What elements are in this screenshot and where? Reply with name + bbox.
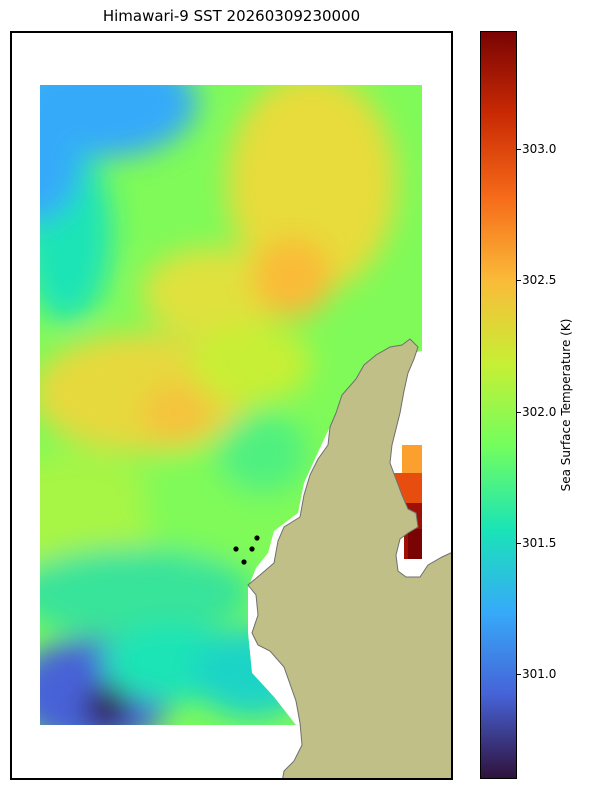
station-marker[interactable]: [241, 559, 247, 565]
warm-coastal-pixels: [392, 445, 422, 559]
colorbar: [480, 31, 517, 779]
map-frame[interactable]: [10, 31, 453, 780]
colorbar-label: Sea Surface Temperature (K): [559, 318, 573, 492]
colorbar-tick: [517, 543, 521, 544]
station-marker[interactable]: [249, 546, 255, 552]
sst-field: [40, 85, 422, 725]
sst-map[interactable]: [12, 33, 453, 780]
colorbar-tick-label: 301.0: [522, 667, 557, 681]
colorbar-tick-label: 302.0: [522, 405, 557, 419]
colorbar-tick-label: 301.5: [522, 536, 557, 550]
coastline: [247, 338, 451, 778]
station-markers: [233, 535, 260, 565]
map-title: Himawari-9 SST 20260309230000: [102, 7, 361, 25]
colorbar-tick: [517, 280, 521, 281]
station-marker[interactable]: [233, 546, 239, 552]
station-marker[interactable]: [254, 535, 260, 541]
colorbar-tick: [517, 412, 521, 413]
colorbar-tick: [517, 149, 521, 150]
colorbar-tick-label: 303.0: [522, 142, 557, 156]
land-mass: [247, 338, 451, 778]
colorbar-tick-label: 302.5: [522, 273, 557, 287]
colorbar-tick: [517, 674, 521, 675]
